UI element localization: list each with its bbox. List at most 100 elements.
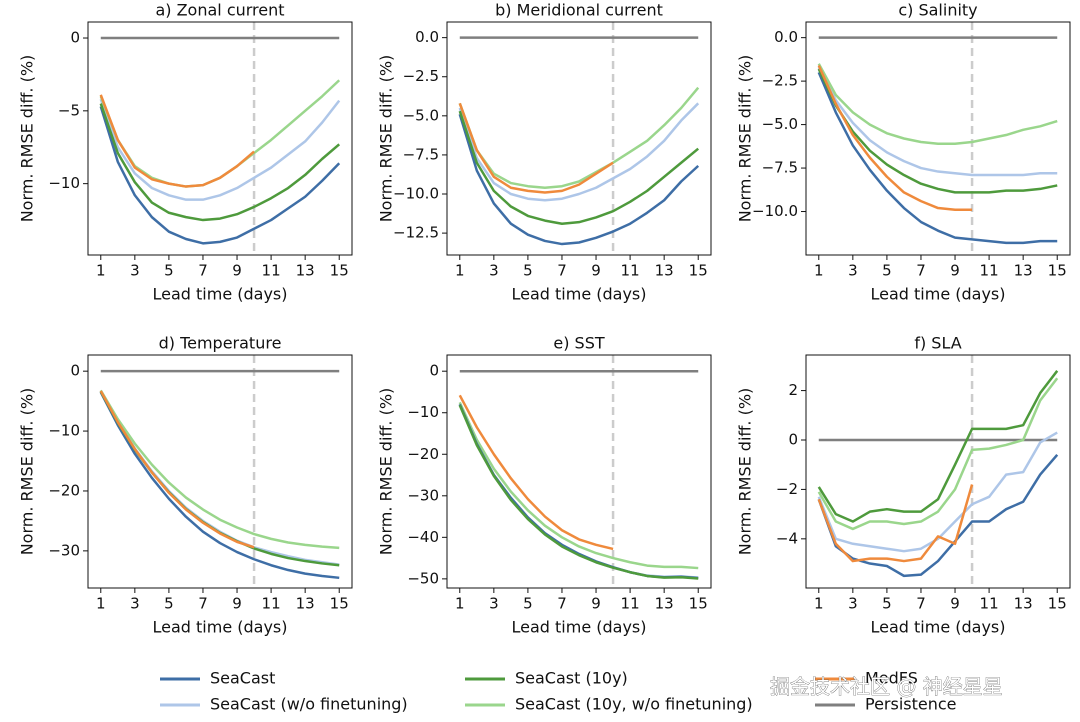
x-axis-label: Lead time (days) [870, 285, 1005, 304]
y-axis-label: Norm. RMSE diff. (%) [377, 55, 396, 223]
series-line [817, 71, 1058, 245]
axes-frame [446, 354, 712, 589]
x-tick-label: 11 [621, 595, 640, 613]
series-line [99, 94, 255, 188]
x-tick-label: 9 [232, 262, 242, 280]
panel-title: b) Meridional current [495, 1, 663, 20]
x-tick-label: 15 [330, 262, 349, 280]
x-tick-label: 1 [814, 262, 824, 280]
y-tick-label: 0 [429, 362, 439, 380]
x-tick-label: 13 [1014, 595, 1033, 613]
y-tick-label: 0.0 [415, 28, 439, 46]
axes-frame [446, 21, 712, 256]
x-axis-label: Lead time (days) [511, 285, 646, 304]
y-tick-label: −5.0 [762, 115, 798, 133]
x-tick-label: 5 [164, 595, 174, 613]
series-line [458, 102, 614, 194]
x-tick-label: 3 [848, 595, 858, 613]
y-tick-label: −10 [48, 422, 80, 440]
x-tick-label: 15 [1048, 262, 1067, 280]
x-tick-label: 9 [591, 595, 601, 613]
series-line [458, 113, 700, 246]
y-tick-label: −30 [407, 486, 439, 504]
series-line [99, 106, 341, 245]
series-line [99, 391, 340, 580]
x-tick-label: 11 [980, 595, 999, 613]
legend-label: SeaCast (w/o finetuning) [210, 695, 408, 714]
x-tick-label: 9 [232, 595, 242, 613]
x-tick-label: 3 [848, 262, 858, 280]
axes-frame [87, 354, 353, 589]
legend-label: Persistence [865, 695, 957, 714]
x-tick-label: 7 [557, 595, 567, 613]
x-tick-label: 3 [130, 595, 140, 613]
x-tick-label: 15 [689, 262, 708, 280]
x-tick-label: 11 [262, 595, 281, 613]
y-tick-label: −2.5 [403, 67, 439, 85]
axes-frame [805, 21, 1071, 256]
x-tick-label: 15 [1048, 595, 1067, 613]
x-axis-label: Lead time (days) [870, 618, 1005, 637]
x-tick-label: 11 [262, 262, 281, 280]
x-tick-label: 1 [96, 262, 106, 280]
panel-title: c) Salinity [898, 1, 977, 20]
y-axis-label: Norm. RMSE diff. (%) [377, 388, 396, 556]
y-tick-label: −5.0 [403, 106, 439, 124]
series-line [458, 86, 700, 190]
y-tick-label: −5 [58, 101, 80, 119]
y-tick-label: 0.0 [774, 28, 798, 46]
x-tick-label: 7 [557, 262, 567, 280]
x-tick-label: 11 [980, 262, 999, 280]
y-axis-label: Norm. RMSE diff. (%) [18, 388, 37, 556]
x-tick-label: 11 [621, 262, 640, 280]
y-tick-label: −2 [776, 480, 798, 498]
series-line [99, 389, 340, 550]
x-tick-label: 3 [130, 262, 140, 280]
y-tick-label: −20 [48, 481, 80, 499]
panel-title: e) SST [553, 334, 604, 353]
y-tick-label: −10.0 [393, 185, 439, 203]
panel-title: a) Zonal current [155, 1, 284, 20]
x-tick-label: 1 [455, 595, 465, 613]
series-line [817, 377, 1059, 531]
y-axis-label: Norm. RMSE diff. (%) [736, 55, 755, 223]
y-tick-label: −2.5 [762, 72, 798, 90]
x-tick-label: 1 [814, 595, 824, 613]
x-tick-label: 1 [96, 595, 106, 613]
x-tick-label: 5 [882, 595, 892, 613]
series-line [458, 401, 699, 570]
y-tick-label: −10.0 [752, 202, 798, 220]
x-axis-label: Lead time (days) [152, 618, 287, 637]
series-line [817, 370, 1059, 523]
legend-label: SeaCast (10y, w/o finetuning) [515, 695, 753, 714]
x-tick-label: 1 [455, 262, 465, 280]
series-line [817, 66, 1058, 177]
panel-title: f) SLA [914, 334, 961, 353]
y-tick-label: −30 [48, 541, 80, 559]
y-tick-label: 0 [70, 362, 80, 380]
y-tick-label: −7.5 [403, 145, 439, 163]
x-tick-label: 7 [916, 262, 926, 280]
axes-frame [87, 21, 353, 256]
x-tick-label: 9 [591, 262, 601, 280]
x-tick-label: 9 [950, 595, 960, 613]
x-axis-label: Lead time (days) [511, 618, 646, 637]
series-line [99, 98, 341, 201]
watermark: 掘金技术社区 @ 神经星星 [770, 675, 1003, 699]
series-line [458, 110, 700, 225]
legend-label: SeaCast [210, 669, 275, 688]
x-tick-label: 5 [523, 595, 533, 613]
x-tick-label: 5 [882, 262, 892, 280]
x-tick-label: 13 [296, 595, 315, 613]
series-line [458, 404, 699, 580]
y-tick-label: −12.5 [393, 224, 439, 242]
series-line [817, 484, 974, 563]
series-line [817, 431, 1058, 553]
x-tick-label: 5 [523, 262, 533, 280]
x-tick-label: 7 [916, 595, 926, 613]
y-tick-label: 2 [788, 381, 798, 399]
series-line [458, 102, 700, 202]
panel-title: d) Temperature [159, 334, 282, 353]
series-line [99, 79, 341, 188]
